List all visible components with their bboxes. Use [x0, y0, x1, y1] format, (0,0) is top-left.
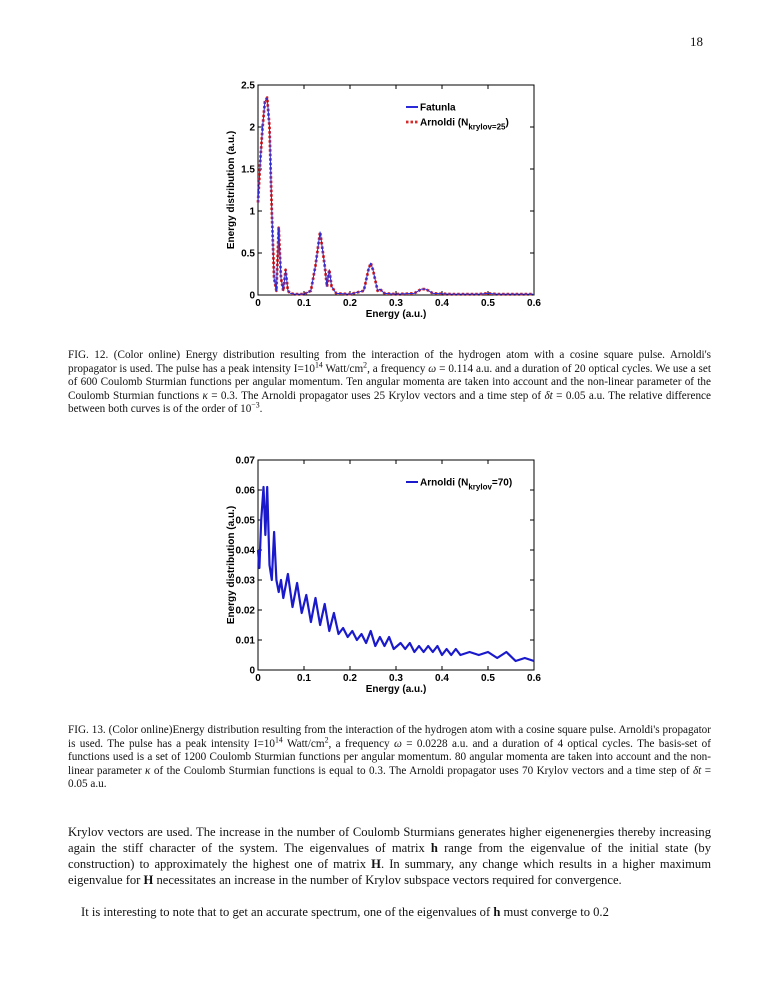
x-axis-label: Energy (a.u.): [366, 684, 427, 695]
text-run: , a frequency: [328, 737, 394, 750]
x-tick-label: 0.4: [435, 673, 449, 684]
text-run: δt: [544, 389, 553, 402]
y-tick-label: 0: [249, 291, 255, 302]
legend-text: Fatunla: [420, 103, 456, 114]
y-tick-label: 0.04: [236, 546, 256, 557]
text-run: ω: [393, 737, 402, 750]
text-run: FIG. 13. (Color online)Energy distributi…: [68, 724, 711, 750]
text-run: H: [371, 857, 381, 871]
text-run: = 0.05 a.u. The relative difference betw…: [68, 389, 711, 416]
text-run: . In summary, any change which results i…: [68, 857, 711, 887]
x-axis-label: Energy (a.u.): [366, 309, 427, 320]
x-tick-label: 0.4: [435, 298, 449, 309]
page-number: 18: [690, 34, 703, 49]
legend-text: krylov=25: [468, 123, 506, 132]
y-tick-label: 0: [249, 666, 255, 677]
text-run: κ: [202, 389, 208, 402]
text-run: H: [143, 873, 154, 887]
y-tick-label: 0.5: [241, 249, 255, 260]
text-run: FIG. 12. (Color online) Energy distribut…: [68, 349, 711, 375]
text-run: 14: [274, 734, 283, 744]
text-run: 14: [314, 359, 323, 369]
text-run: = 0.114 a.u. and a duration of 20 optica…: [68, 362, 711, 402]
y-tick-label: 0.06: [236, 486, 256, 497]
legend-label: Arnoldi (Nkrylov=70): [420, 478, 512, 492]
text-run: κ: [145, 764, 151, 777]
text-run: Watt/cm: [322, 362, 364, 375]
x-tick-label: 0: [255, 298, 261, 309]
text-run: Watt/cm: [282, 737, 325, 750]
text-run: necessitates an increase in the number o…: [153, 873, 622, 887]
text-run: .: [259, 403, 263, 416]
text-run: 2: [363, 359, 368, 369]
text-run: h: [430, 841, 438, 855]
legend-text: Arnoldi (N: [420, 478, 468, 489]
legend-label: Fatunla: [420, 103, 456, 114]
y-tick-label: 1: [249, 207, 255, 218]
text-run: δt: [692, 764, 702, 777]
text-run: −3: [251, 400, 260, 410]
y-tick-label: 2.5: [241, 81, 255, 92]
text-run: Krylov vectors are used. The increase in…: [68, 825, 711, 855]
line-series: [256, 485, 535, 663]
text-run: ω: [428, 362, 437, 375]
text-run: It is interesting to note that to get an…: [81, 905, 494, 919]
paragraph: Krylov vectors are used. The increase in…: [68, 824, 711, 888]
x-tick-label: 0.6: [527, 298, 541, 309]
y-tick-label: 0.07: [236, 456, 256, 467]
legend-label: Arnoldi (Nkrylov=25): [420, 118, 509, 132]
axes-box: [257, 84, 535, 296]
y-tick-label: 0.02: [236, 606, 256, 617]
y-tick-label: 2: [249, 123, 255, 134]
x-tick-label: 0.2: [343, 298, 357, 309]
x-tick-label: 0.1: [297, 673, 311, 684]
legend-text: =70): [492, 478, 512, 489]
text-run: = 0.0228 a.u. and a duration of 4 optica…: [68, 737, 711, 777]
legend-text: krylov: [468, 483, 492, 492]
paragraph: It is interesting to note that to get an…: [68, 904, 711, 920]
y-axis-label: Energy distribution (a.u.): [226, 131, 237, 249]
x-tick-label: 0.3: [389, 673, 403, 684]
chart: 0 0.1 0.2 0.3 0.4 0.5 0.6 0 0.5 1 1.5 2 2.5 Energy (a…: [226, 81, 541, 321]
legend-text: Arnoldi (N: [420, 118, 468, 129]
text-run: , a frequency: [367, 362, 429, 375]
text-run: 2: [324, 734, 329, 744]
y-tick-label: 1.5: [241, 165, 255, 176]
x-tick-label: 0.5: [481, 673, 495, 684]
y-axis-label: Energy distribution (a.u.): [226, 506, 237, 624]
text-run: h: [493, 905, 501, 919]
x-tick-label: 0.5: [481, 298, 495, 309]
x-tick-label: 0.6: [527, 673, 541, 684]
text-run: range from the eigenvalue of the initial…: [68, 841, 711, 871]
text-run: must converge to 0.2: [500, 905, 609, 919]
text-run: of the Coulomb Sturmian functions is equ…: [150, 764, 693, 777]
y-tick-label: 0.05: [236, 516, 256, 527]
text-run: = 0.05 a.u.: [68, 764, 712, 791]
y-tick-label: 0.01: [236, 636, 256, 647]
legend-text: ): [505, 118, 508, 129]
x-tick-label: 0.1: [297, 298, 311, 309]
x-tick-label: 0.2: [343, 673, 357, 684]
chart: 0 0.1 0.2 0.3 0.4 0.5 0.6 0 0.01 0.02 0.03 0.04 0.05…: [226, 456, 541, 696]
y-tick-label: 0.03: [236, 576, 256, 587]
caption: FIG. 13. (Color online)Energy distributi…: [68, 724, 711, 792]
x-tick-label: 0.3: [389, 298, 403, 309]
caption: FIG. 12. (Color online) Energy distribut…: [68, 349, 711, 417]
x-tick-label: 0: [255, 673, 261, 684]
line-series: [257, 97, 534, 295]
text-run: = 0.3. The Arnoldi propagator uses 25 Kr…: [207, 389, 545, 402]
axes-box: [257, 459, 535, 671]
